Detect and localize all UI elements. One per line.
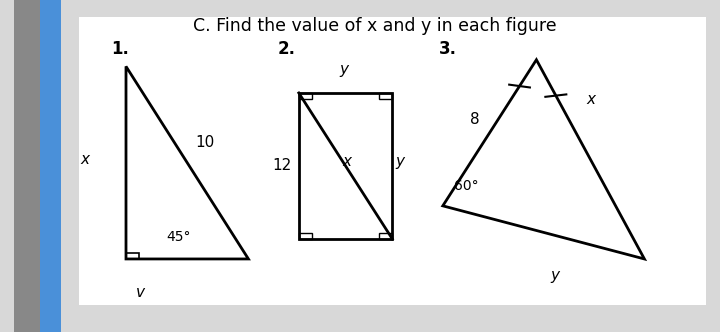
Text: 2.: 2.: [277, 40, 295, 58]
Text: x: x: [81, 152, 89, 167]
Text: y: y: [395, 153, 404, 169]
Text: x: x: [586, 92, 595, 107]
Text: 60°: 60°: [454, 179, 479, 193]
Text: 3.: 3.: [439, 40, 457, 58]
Text: 10: 10: [196, 135, 215, 150]
Text: 45°: 45°: [166, 230, 191, 244]
Polygon shape: [14, 0, 40, 332]
Text: x: x: [343, 153, 351, 169]
Text: v: v: [136, 285, 145, 300]
Text: y: y: [340, 62, 348, 77]
Text: y: y: [550, 268, 559, 283]
Polygon shape: [40, 0, 61, 332]
Text: 1.: 1.: [112, 40, 130, 58]
Text: 12: 12: [273, 158, 292, 174]
Text: C. Find the value of x and y in each figure: C. Find the value of x and y in each fig…: [192, 17, 557, 35]
Bar: [79, 17, 706, 305]
Text: 8: 8: [470, 112, 480, 127]
